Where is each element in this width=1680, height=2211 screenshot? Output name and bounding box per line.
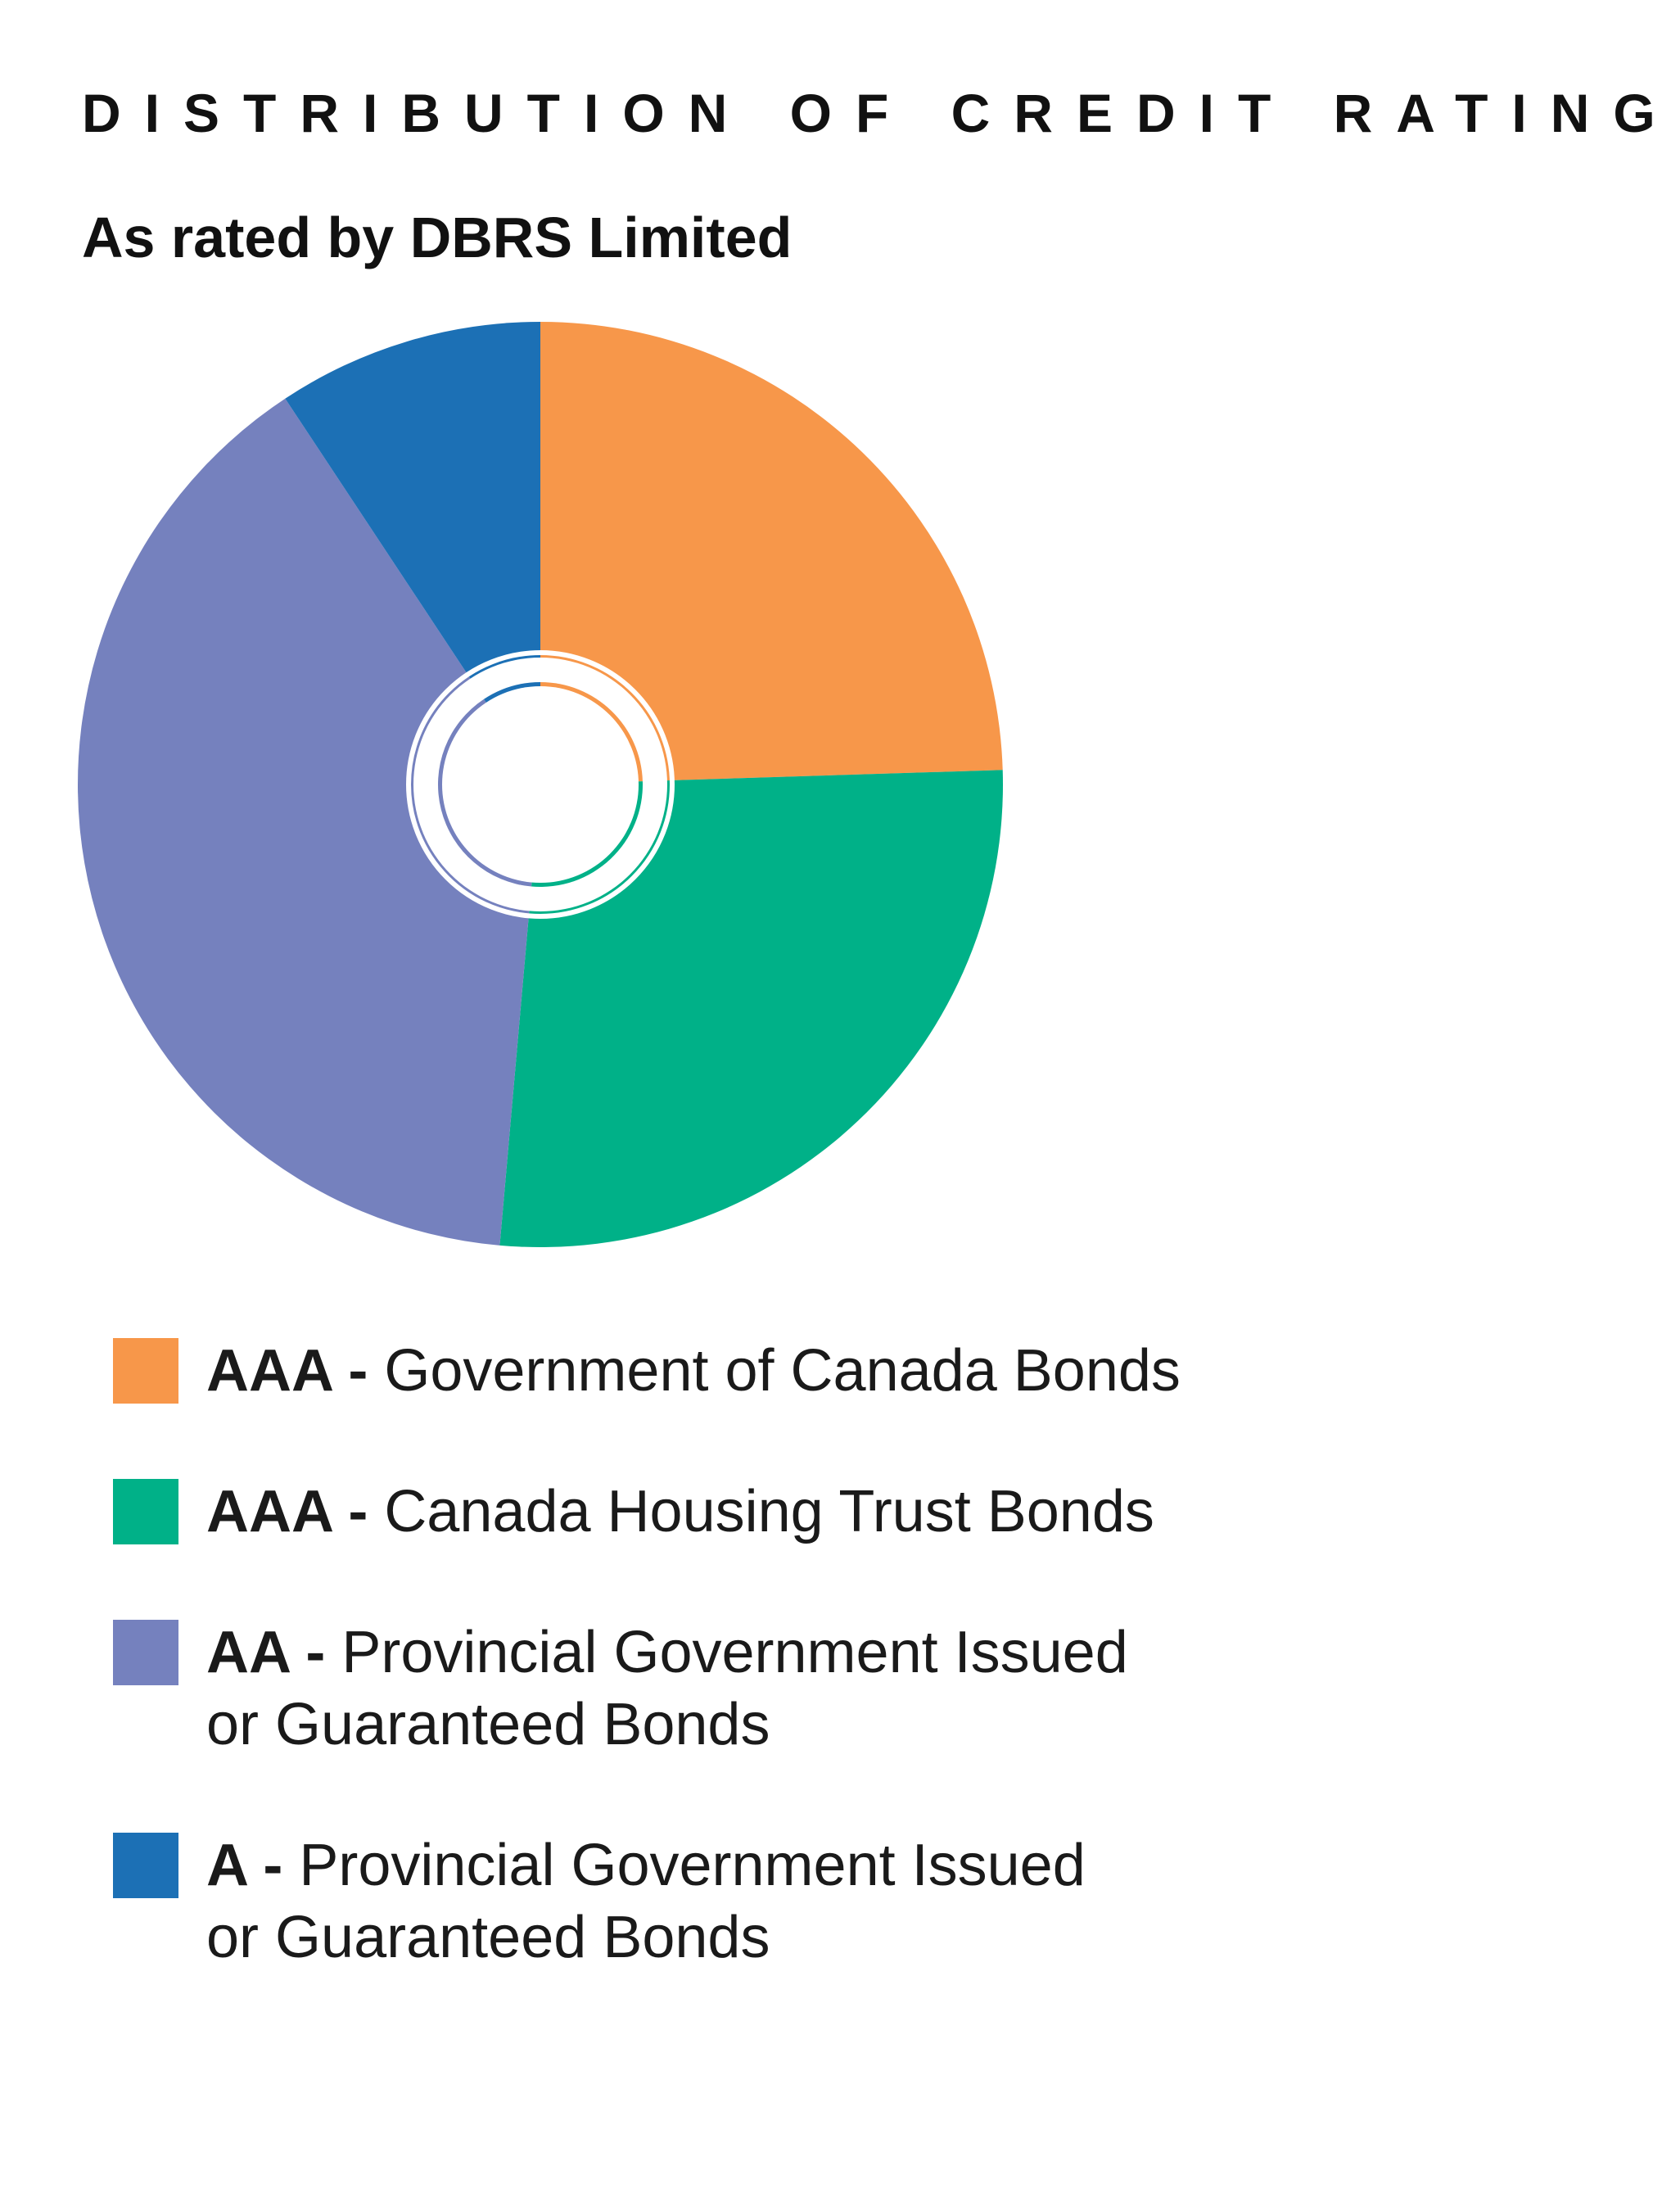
donut-hole	[442, 686, 639, 883]
legend-description-line2: or Guaranteed Bonds	[206, 1692, 770, 1757]
legend-rating: AAA -	[206, 1479, 368, 1544]
legend-swatch	[113, 1338, 178, 1404]
legend-description: Government of Canada Bonds	[384, 1338, 1181, 1404]
pie-slice-aaa-housing-trust	[499, 770, 1003, 1247]
pie-slice-aaa-government	[540, 322, 1003, 784]
credit-ratings-pie-chart	[78, 322, 1003, 1247]
legend: AAA - Government of Canada Bonds AAA - C…	[113, 1335, 1505, 1974]
inner-ring-outline	[406, 650, 675, 919]
chart-subtitle: As rated by DBRS Limited	[82, 206, 793, 269]
legend-item-aaa-housing-trust: AAA - Canada Housing Trust Bonds	[113, 1476, 1505, 1548]
legend-swatch	[113, 1479, 178, 1544]
legend-item-aaa-government: AAA - Government of Canada Bonds	[113, 1335, 1505, 1407]
legend-rating: AAA -	[206, 1338, 368, 1404]
legend-description: Canada Housing Trust Bonds	[384, 1479, 1154, 1544]
pie-slice-aa-provincial	[78, 398, 540, 1246]
legend-description-line2: or Guaranteed Bonds	[206, 1905, 770, 1970]
legend-rating: A -	[206, 1833, 283, 1898]
legend-rating: AA -	[206, 1620, 326, 1685]
legend-description: Provincial Government Issued	[299, 1833, 1086, 1898]
legend-description: Provincial Government Issued	[341, 1620, 1128, 1685]
chart-title: DISTRIBUTION OF CREDIT RATINGS	[82, 83, 1680, 143]
legend-swatch	[113, 1833, 178, 1898]
legend-item-a-provincial: A - Provincial Government Issued or Guar…	[113, 1829, 1505, 1974]
legend-swatch	[113, 1620, 178, 1685]
legend-item-aa-provincial: AA - Provincial Government Issued or Gua…	[113, 1616, 1505, 1761]
